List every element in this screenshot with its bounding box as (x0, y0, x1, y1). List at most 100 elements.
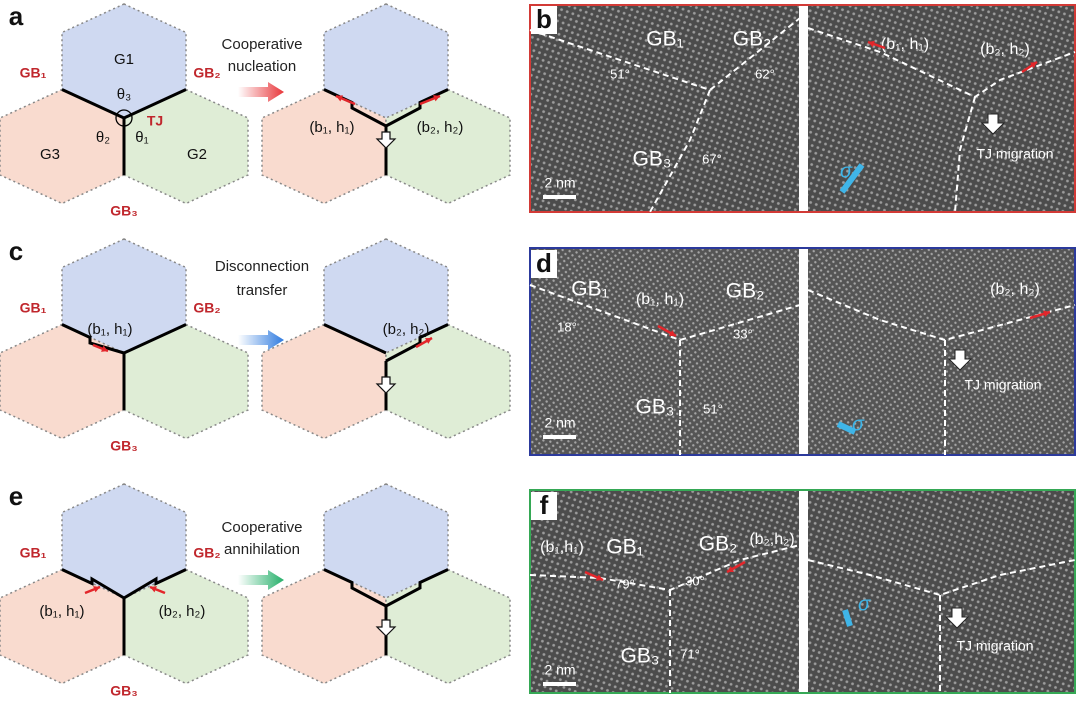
label: GB₃ (110, 683, 137, 699)
label: (b₂, h₂) (990, 281, 1040, 298)
label: 33° (733, 326, 753, 341)
label: GB₁ (571, 278, 608, 301)
label: 62° (755, 66, 775, 81)
label: GB₃ (621, 645, 660, 668)
label: transfer (237, 282, 288, 299)
grain-boundary (123, 88, 187, 120)
label: GB₁ (606, 536, 643, 559)
panel-letter: e (9, 481, 23, 511)
grain-boundary (61, 323, 125, 355)
grain-boundary (323, 568, 387, 608)
panel-letter: b (536, 4, 552, 34)
label: GB₂ (733, 28, 772, 51)
grain-g2 (385, 323, 511, 440)
label: GB₁ (646, 28, 683, 51)
grain-boundary (123, 323, 187, 355)
arrow-head (93, 586, 100, 593)
grain-g3 (0, 323, 125, 440)
migration-arrow (375, 131, 397, 149)
stress-arrow (836, 421, 857, 435)
grain-g3 (261, 568, 387, 685)
label: G2 (187, 146, 207, 163)
label: TJ (147, 113, 163, 129)
label: GB₂ (726, 280, 765, 303)
label: GB₁ (20, 300, 47, 316)
label: GB₁ (20, 65, 47, 81)
label: 51° (703, 401, 723, 416)
label: GB₂ (193, 65, 220, 81)
grain-boundary-trace (807, 289, 1076, 342)
arrow-head (1030, 62, 1037, 69)
grain-boundary (323, 323, 387, 355)
label: (b₂, h₂) (980, 41, 1030, 58)
label: G1 (114, 51, 134, 68)
stress-label: σ (840, 160, 853, 182)
label: θ₃ (117, 86, 131, 103)
label: GB₃ (636, 396, 675, 419)
migration-arrow (944, 607, 970, 629)
label: 71° (680, 646, 700, 661)
label: GB₃ (633, 148, 672, 171)
panel-letter: d (536, 248, 552, 278)
grain-g1 (323, 238, 449, 354)
label: GB₃ (110, 438, 137, 454)
label: GB₂ (699, 533, 738, 556)
grain-boundary-trace (954, 96, 976, 213)
label: GB₃ (110, 203, 137, 219)
label: 51° (610, 66, 630, 81)
grain-g2 (123, 323, 249, 440)
label: Disconnection (215, 258, 309, 275)
label: GB₂ (193, 545, 220, 561)
label: 67° (702, 151, 722, 166)
grain-boundary-trace (807, 559, 1076, 597)
grain-g3 (0, 568, 125, 685)
arrow-head (727, 566, 734, 572)
arrow-head (101, 345, 108, 352)
label: 30° (685, 573, 705, 588)
panel-letter-bg (531, 6, 557, 34)
stress-label: σ (858, 593, 871, 615)
arrow-head (336, 95, 343, 102)
grain-boundary-trace (529, 17, 801, 92)
label: (b₂,h₂) (749, 531, 794, 548)
label: TJ migration (964, 377, 1041, 393)
junction-circle (115, 109, 133, 127)
grain-g3 (0, 88, 125, 205)
arrow-head (433, 95, 440, 102)
label: TJ migration (956, 638, 1033, 654)
arrow-head (150, 586, 157, 593)
panel-letter: f (540, 490, 549, 520)
grain-g1 (323, 3, 449, 119)
migration-arrow (947, 349, 973, 371)
arrow-head (596, 574, 603, 581)
grain-g2 (385, 88, 511, 205)
migration-arrow (980, 113, 1006, 135)
label: 79° (615, 576, 635, 591)
label: 18° (557, 319, 577, 334)
scale-bar-label: 2 nm (544, 415, 575, 431)
divider (799, 491, 808, 692)
label: GB₂ (193, 300, 220, 316)
label: (b₁, h₁) (881, 36, 929, 53)
label: θ₂ (96, 129, 110, 146)
scale-bar-label: 2 nm (544, 175, 575, 191)
grain-g1 (61, 238, 187, 354)
label: (b₂, h₂) (159, 603, 206, 620)
grain-boundary (385, 568, 449, 608)
grain-boundary (61, 88, 125, 120)
panel-letter-bg (531, 250, 557, 278)
divider (799, 6, 808, 211)
grain-boundary-trace (529, 284, 801, 342)
panel-letter-bg (531, 492, 557, 520)
grain-boundary-trace (649, 89, 711, 213)
grain-g1 (61, 3, 187, 119)
label: G3 (40, 146, 60, 163)
process-arrow (238, 82, 284, 102)
label: GB₁ (20, 545, 47, 561)
arrow-head (669, 330, 676, 336)
label: annihilation (224, 541, 300, 558)
grain-g2 (123, 88, 249, 205)
arrow-head (868, 40, 875, 48)
migration-arrow (375, 376, 397, 394)
grain-boundary (61, 568, 125, 600)
